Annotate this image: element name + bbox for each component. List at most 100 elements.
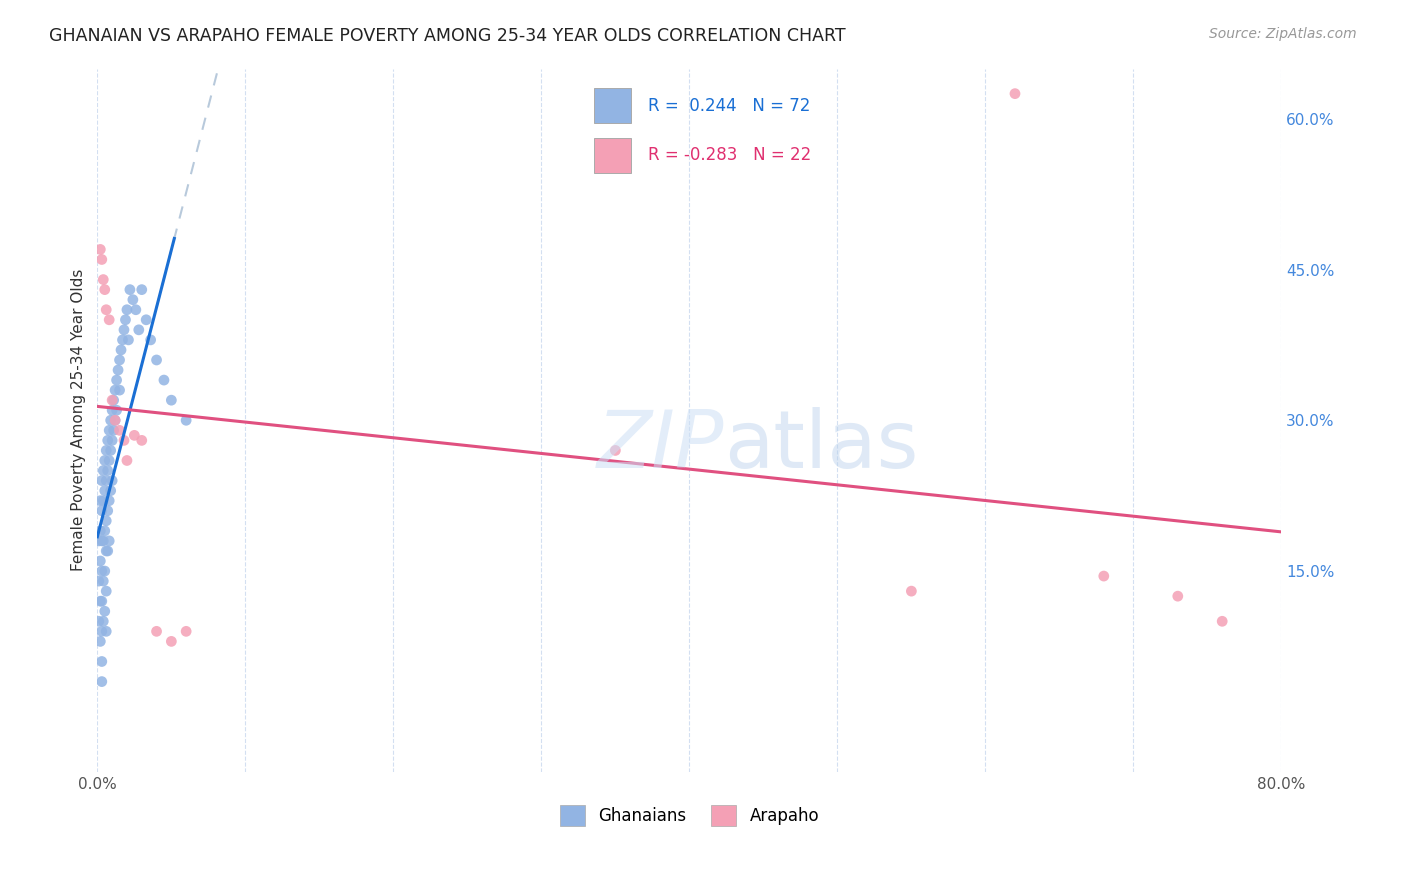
Point (1092, 569, 1115, 583)
Point (90, 474, 112, 488)
Point (98, 533, 121, 548)
Point (131, 434, 153, 448)
Point (90, 655, 112, 669)
FancyBboxPatch shape (593, 88, 631, 123)
Point (91, 574, 114, 588)
Point (94, 524, 117, 538)
Point (97, 464, 120, 478)
Point (122, 293, 145, 307)
Point (98, 312, 121, 326)
Point (90, 252, 112, 267)
Point (96, 544, 118, 558)
Point (114, 312, 136, 326)
Point (91, 533, 114, 548)
Point (89, 594, 111, 608)
Point (90, 533, 112, 548)
Point (135, 312, 157, 326)
Text: Source: ZipAtlas.com: Source: ZipAtlas.com (1209, 27, 1357, 41)
Y-axis label: Female Poverty Among 25-34 Year Olds: Female Poverty Among 25-34 Year Olds (72, 269, 86, 572)
Point (145, 624, 167, 639)
Point (96, 584, 118, 599)
Point (87, 574, 110, 588)
Point (900, 584, 922, 599)
Text: R =  0.244   N = 72: R = 0.244 N = 72 (648, 97, 810, 115)
Point (104, 413, 127, 427)
Point (101, 474, 124, 488)
Point (96, 443, 118, 458)
Point (94, 453, 117, 467)
Point (125, 302, 148, 317)
Point (1004, 87, 1026, 101)
Point (174, 624, 197, 639)
Point (108, 423, 131, 437)
Point (98, 423, 121, 437)
Point (145, 353, 167, 368)
Point (131, 283, 153, 297)
Point (103, 423, 125, 437)
Point (1211, 615, 1233, 629)
Point (1167, 589, 1189, 603)
Point (105, 403, 128, 417)
Point (153, 373, 176, 387)
Point (91, 272, 114, 286)
Point (115, 453, 138, 467)
Point (97, 434, 120, 448)
Point (105, 373, 128, 387)
Point (89, 634, 111, 648)
Point (87, 533, 110, 548)
Point (107, 363, 129, 377)
Point (96, 474, 118, 488)
Point (89, 554, 111, 568)
Point (98, 453, 121, 467)
Point (139, 333, 162, 347)
Point (160, 393, 183, 408)
Point (101, 434, 124, 448)
Point (174, 413, 197, 427)
Point (89, 524, 111, 538)
Point (90, 594, 112, 608)
Point (94, 564, 117, 578)
Point (90, 674, 112, 689)
Point (111, 333, 134, 347)
Point (98, 493, 121, 508)
Point (128, 323, 150, 337)
Point (115, 302, 138, 317)
Point (96, 514, 118, 528)
Text: R = -0.283   N = 22: R = -0.283 N = 22 (648, 146, 811, 164)
Point (96, 624, 118, 639)
Point (91, 493, 114, 508)
Point (118, 283, 141, 297)
Point (160, 634, 183, 648)
Point (97, 544, 120, 558)
Point (100, 443, 122, 458)
Point (104, 383, 127, 397)
Point (90, 504, 112, 518)
Text: GHANAIAN VS ARAPAHO FEMALE POVERTY AMONG 25-34 YEAR OLDS CORRELATION CHART: GHANAIAN VS ARAPAHO FEMALE POVERTY AMONG… (49, 27, 846, 45)
Point (112, 434, 135, 448)
Point (89, 243, 111, 257)
Point (94, 483, 117, 498)
Point (96, 302, 118, 317)
Point (124, 428, 146, 442)
Point (91, 615, 114, 629)
Point (103, 393, 125, 408)
Point (101, 403, 124, 417)
Point (110, 343, 132, 357)
Point (94, 283, 117, 297)
Point (89, 493, 111, 508)
Point (108, 353, 131, 368)
Legend: Ghanaians, Arapaho: Ghanaians, Arapaho (551, 797, 827, 834)
Text: atlas: atlas (724, 407, 918, 485)
Point (94, 604, 117, 618)
FancyBboxPatch shape (593, 137, 631, 173)
Point (100, 413, 122, 427)
Point (108, 383, 131, 397)
Point (117, 333, 139, 347)
Point (605, 443, 627, 458)
Point (91, 464, 114, 478)
Text: ZIP: ZIP (596, 407, 724, 485)
Point (104, 413, 127, 427)
Point (87, 615, 110, 629)
Point (97, 504, 120, 518)
Point (90, 564, 112, 578)
